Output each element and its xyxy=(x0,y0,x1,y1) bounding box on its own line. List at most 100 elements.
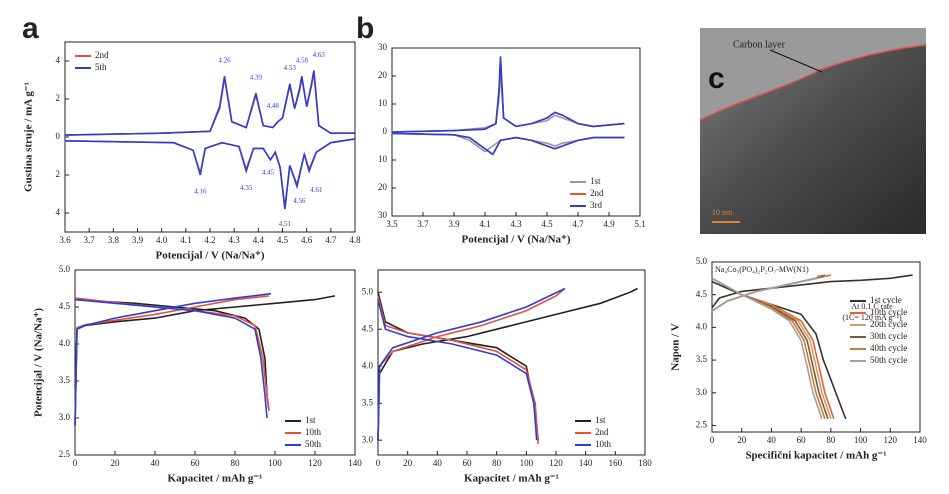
y-axis-label: Napon / V xyxy=(670,323,682,371)
plot-frame xyxy=(711,261,921,433)
x-tick-label: 0 xyxy=(73,458,78,468)
panel-label: a xyxy=(22,12,39,45)
legend-label: 2nd xyxy=(95,50,109,60)
x-tick-label: 180 xyxy=(638,458,652,468)
x-tick-label: 120 xyxy=(884,435,898,445)
legend-label: 50th xyxy=(305,439,322,449)
x-tick-label: 100 xyxy=(268,458,282,468)
series-line xyxy=(391,56,625,156)
x-tick-label: 40 xyxy=(767,435,777,445)
x-tick-label: 3.7 xyxy=(84,235,96,245)
legend-label: 3rd xyxy=(590,200,602,210)
x-tick-label: 80 xyxy=(826,435,836,445)
x-tick-label: 3.8 xyxy=(108,235,120,245)
y-axis-label: Gustina struje / mA g⁻¹ xyxy=(23,82,35,192)
chart-note: At 0.1 C rate xyxy=(851,302,893,311)
peak-label: 4.61 xyxy=(310,186,323,194)
x-tick-label: 160 xyxy=(609,458,623,468)
legend-label: 10th cycle xyxy=(870,307,907,317)
y-tick-label: 5.0 xyxy=(362,286,374,296)
x-tick-label: 4.5 xyxy=(541,219,553,229)
x-tick-label: 120 xyxy=(549,458,563,468)
y-tick-label: 3.0 xyxy=(362,434,374,444)
x-tick-label: 4.9 xyxy=(603,219,615,229)
y-tick-label: 4.5 xyxy=(696,289,708,299)
x-tick-label: 4.8 xyxy=(349,235,361,245)
x-tick-label: 100 xyxy=(520,458,534,468)
series-line xyxy=(391,59,625,156)
x-tick-label: 5.1 xyxy=(634,219,645,229)
x-tick-label: 4.3 xyxy=(510,219,522,229)
peak-label: 4.45 xyxy=(262,169,275,177)
y-tick-label: 20 xyxy=(378,70,388,80)
peak-label: 4.48 xyxy=(267,102,280,110)
x-tick-label: 3.6 xyxy=(59,235,71,245)
x-tick-label: 60 xyxy=(463,458,473,468)
y-tick-label: 4 xyxy=(56,207,61,217)
y-tick-label: 4.0 xyxy=(59,338,71,348)
y-axis-label: Potencijal / V (Na/Na⁺) xyxy=(33,308,45,417)
x-tick-label: 60 xyxy=(191,458,201,468)
panel-label: c xyxy=(708,62,725,95)
y-tick-label: 4.0 xyxy=(696,321,708,331)
x-tick-label: 140 xyxy=(579,458,593,468)
series-line xyxy=(74,295,336,426)
y-tick-label: 2.5 xyxy=(59,449,71,459)
legend-label: 10th xyxy=(595,439,612,449)
x-tick-label: 0 xyxy=(376,458,381,468)
x-tick-label: 140 xyxy=(913,435,927,445)
x-tick-label: 3.7 xyxy=(417,219,429,229)
x-tick-label: 4.2 xyxy=(204,235,215,245)
y-tick-label: 0 xyxy=(56,131,61,141)
legend-label: 1st xyxy=(595,415,606,425)
y-tick-label: 30 xyxy=(378,42,388,52)
x-tick-label: 4.1 xyxy=(180,235,191,245)
peak-label: 4.35 xyxy=(240,184,253,192)
x-tick-label: 4.5 xyxy=(277,235,289,245)
legend-label: 5th xyxy=(95,62,107,72)
chart-note: Na₄Co₃(PO₄)₂P₂O₇-MW(N1) xyxy=(715,265,809,274)
y-tick-label: 5.0 xyxy=(59,264,71,274)
x-tick-label: 20 xyxy=(403,458,413,468)
series-line xyxy=(711,274,823,420)
y-tick-label: 4.0 xyxy=(362,360,374,370)
x-axis-label: Potencijal / V (Na/Na⁺) xyxy=(156,250,265,262)
x-tick-label: 4.6 xyxy=(301,235,313,245)
annotation-arrow xyxy=(769,49,823,73)
y-tick-label: 4.5 xyxy=(362,323,374,333)
y-tick-label: 5.0 xyxy=(696,256,708,266)
legend-label: 20th cycle xyxy=(870,319,907,329)
series-line xyxy=(74,292,272,426)
scale-bar-label: 10 nm xyxy=(712,208,733,217)
y-tick-label: 3.0 xyxy=(59,412,71,422)
series-line xyxy=(711,274,829,420)
panel-label: b xyxy=(356,12,374,45)
x-tick-label: 4.7 xyxy=(572,219,584,229)
x-axis-label: Potencijal / V (Na/Na⁺) xyxy=(462,234,571,246)
legend-label: 40th cycle xyxy=(870,343,907,353)
chart-note: (1C= 120 mA g⁻¹) xyxy=(842,313,902,322)
tem-image: Carbon layer 10 nm c xyxy=(699,28,927,234)
y-tick-label: 3.5 xyxy=(696,354,708,364)
y-tick-label: 2.5 xyxy=(696,420,708,430)
legend-label: 1st xyxy=(305,415,316,425)
legend-label: 1st cycle xyxy=(870,295,902,305)
peak-label: 4.53 xyxy=(284,64,297,72)
y-tick-label: 4.5 xyxy=(59,301,71,311)
peak-label: 4.39 xyxy=(250,74,263,82)
peak-label: 4.58 xyxy=(296,57,309,65)
y-tick-label: 10 xyxy=(378,98,388,108)
x-tick-label: 4.1 xyxy=(479,219,490,229)
legend-label: 30th cycle xyxy=(870,331,907,341)
x-tick-label: 140 xyxy=(348,458,362,468)
x-tick-label: 4.4 xyxy=(253,235,265,245)
carbon-edge xyxy=(699,44,927,121)
y-tick-label: 2 xyxy=(56,93,61,103)
x-tick-label: 120 xyxy=(308,458,322,468)
x-tick-label: 4.0 xyxy=(156,235,168,245)
y-tick-label: 3.5 xyxy=(362,397,374,407)
y-tick-label: 0 xyxy=(383,126,388,136)
x-tick-label: 3.9 xyxy=(132,235,144,245)
image-annotation: Carbon layer xyxy=(733,39,786,50)
